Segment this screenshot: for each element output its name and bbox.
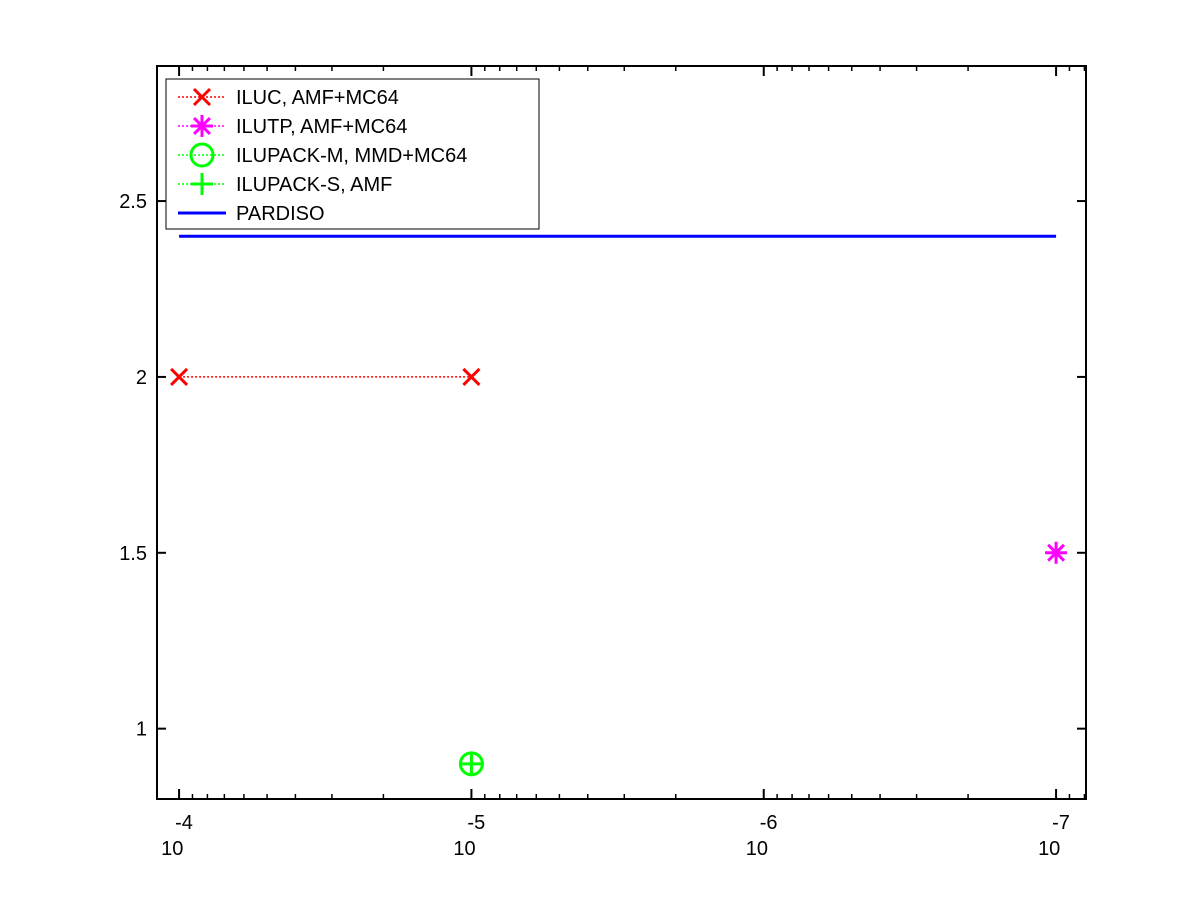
marker [192,87,212,107]
legend-box [165,78,540,230]
y-tick-label: 1 [136,719,147,741]
marker [460,752,483,775]
legend-label: ILUPACK-M, MMD+MC64 [236,145,467,167]
marker [191,173,213,195]
y-tick-label: 2.5 [119,191,147,213]
legend-label: ILUTP, AMF+MC64 [236,116,407,138]
x-tick-exponent: -5 [467,812,485,834]
x-tick-exponent: -6 [760,812,778,834]
legend-label: PARDISO [236,203,325,225]
x-tick-label: 10 [161,838,183,860]
legend-label: ILUC, AMF+MC64 [236,87,399,109]
marker [170,367,189,386]
x-tick-exponent: -4 [175,812,193,834]
legend-label: ILUPACK-S, AMF [236,174,392,196]
marker [191,115,213,137]
marker [462,367,481,386]
marker [1045,541,1068,564]
marker [189,142,215,168]
x-tick-label: 10 [1038,838,1060,860]
y-tick-label: 2 [136,367,147,389]
y-tick-label: 1.5 [119,543,147,565]
legend: ILUC, AMF+MC64 ILUTP, AMF+MC64 ILUPACK-M, … [165,78,540,230]
x-tick-exponent: -7 [1052,812,1070,834]
x-tick-label: 10 [746,838,768,860]
x-tick-label: 10 [453,838,475,860]
